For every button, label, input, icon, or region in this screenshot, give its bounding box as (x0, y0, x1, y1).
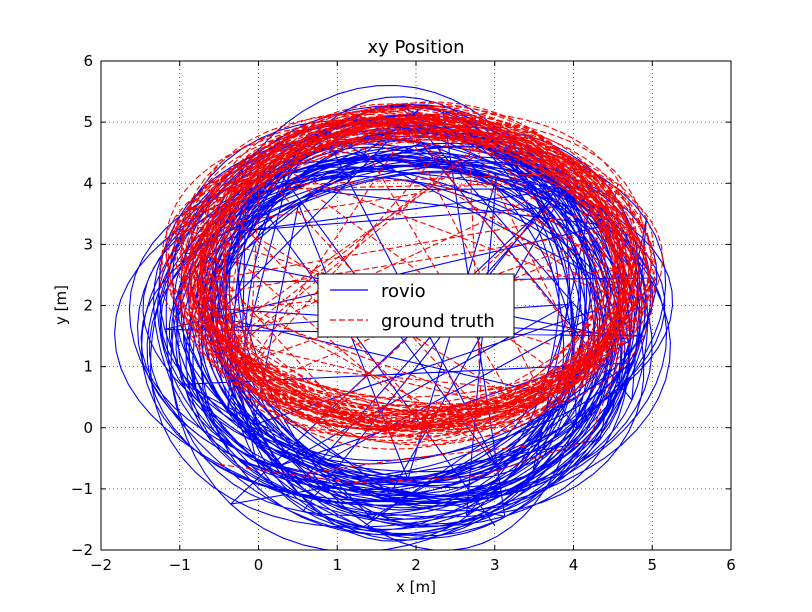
legend: rovio ground truth (317, 273, 515, 338)
x-tick-label: −2 (90, 556, 112, 574)
y-tick-label: 5 (83, 113, 93, 131)
y-tick-label: −1 (71, 480, 93, 498)
y-tick-label: 2 (83, 297, 93, 315)
legend-label-ground-truth: ground truth (381, 311, 495, 332)
series-layer (114, 84, 674, 550)
y-tick-label: 6 (83, 52, 93, 70)
x-tick-label: 4 (569, 556, 579, 574)
x-tick-label: 6 (726, 556, 736, 574)
x-tick-label: 5 (647, 556, 657, 574)
trajectory-outlier (305, 445, 527, 475)
trajectory-outlier (219, 268, 618, 484)
trajectory-line (159, 101, 664, 450)
trajectory-line (114, 84, 674, 550)
trajectory-outlier (250, 363, 496, 453)
x-tick-label: 0 (254, 556, 264, 574)
y-tick-label: 0 (83, 419, 93, 437)
y-axis-label: y [m] (52, 285, 70, 325)
series-rovio (114, 84, 674, 550)
legend-label-rovio: rovio (381, 281, 426, 302)
x-axis-label: x [m] (396, 578, 436, 596)
x-tick-label: 2 (411, 556, 421, 574)
legend-box (317, 273, 515, 338)
y-tick-label: −2 (71, 541, 93, 559)
y-tick-label: 3 (83, 235, 93, 253)
y-tick-label: 1 (83, 358, 93, 376)
x-tick-label: 1 (332, 556, 342, 574)
ticks: −2 −1 0 1 2 3 4 5 6 −2 −1 0 1 2 3 4 5 6 (71, 52, 736, 574)
chart-title: xy Position (367, 37, 464, 58)
series-ground-truth (159, 101, 664, 484)
x-tick-label: −1 (169, 556, 191, 574)
x-tick-label: 3 (490, 556, 500, 574)
y-tick-label: 4 (83, 174, 93, 192)
